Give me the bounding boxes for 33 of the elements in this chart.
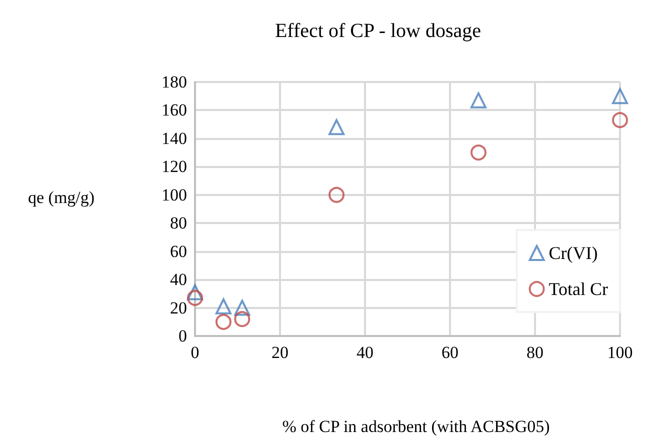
legend-label: Total Cr bbox=[548, 279, 608, 299]
point bbox=[328, 119, 345, 136]
y-tick-label: 140 bbox=[162, 128, 187, 148]
legend-label: Cr(VI) bbox=[548, 243, 598, 263]
point bbox=[187, 290, 203, 306]
chart-title: Effect of CP - low dosage bbox=[274, 20, 482, 42]
y-axis-title: qe (mg/g) bbox=[28, 188, 95, 207]
y-tick-label: 40 bbox=[170, 270, 187, 290]
y-tick-label: 160 bbox=[162, 100, 187, 120]
point bbox=[187, 284, 203, 300]
x-tick-label: 20 bbox=[272, 343, 288, 362]
y-tick-label: 120 bbox=[162, 157, 187, 176]
point bbox=[328, 186, 345, 203]
y-tick-label: 60 bbox=[170, 242, 187, 261]
y-tick-label: 20 bbox=[170, 298, 187, 318]
point bbox=[470, 92, 486, 108]
point bbox=[234, 311, 250, 328]
point bbox=[215, 314, 232, 330]
point bbox=[234, 300, 250, 316]
y-tick-label: 100 bbox=[162, 185, 187, 204]
point bbox=[612, 112, 628, 128]
x-tick-label: 0 bbox=[190, 343, 200, 362]
point bbox=[612, 88, 628, 104]
x-tick-label: 60 bbox=[442, 343, 458, 362]
x-tick-label: 100 bbox=[607, 343, 633, 362]
x-axis-title: % of CP in adsorbent (with ACBSG05) bbox=[282, 417, 550, 436]
y-tick-label: 80 bbox=[170, 214, 187, 233]
y-tick-label: 0 bbox=[178, 326, 187, 346]
x-tick-label: 40 bbox=[356, 343, 374, 362]
point bbox=[215, 298, 232, 314]
x-tick-label: 80 bbox=[526, 343, 544, 362]
y-tick-label: 180 bbox=[162, 72, 187, 92]
point bbox=[470, 144, 486, 161]
